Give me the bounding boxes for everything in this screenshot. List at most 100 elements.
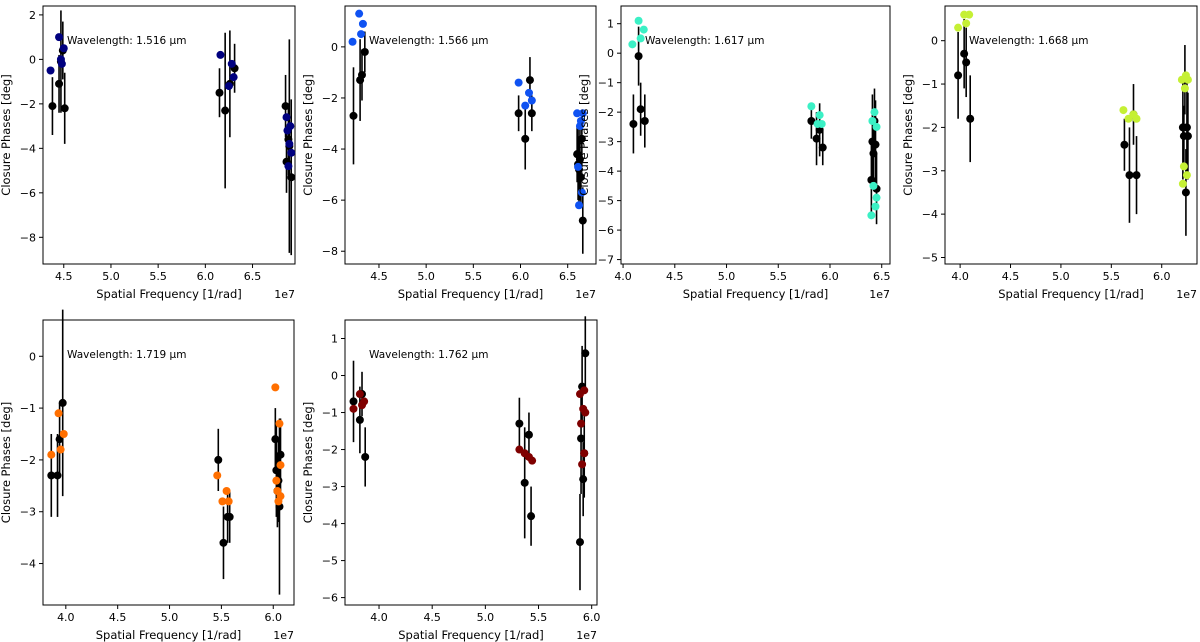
wavelength-annotation: Wavelength: 1.566 μm bbox=[369, 35, 488, 47]
observed-point bbox=[349, 111, 358, 120]
model-point bbox=[628, 40, 637, 49]
observed-point bbox=[521, 134, 530, 143]
x-tick-label: 5.5 bbox=[213, 611, 231, 624]
wavelength-annotation: Wavelength: 1.668 μm bbox=[969, 35, 1088, 47]
x-tick-label: 4.0 bbox=[57, 611, 75, 624]
x-offset-text: 1e7 bbox=[575, 288, 596, 301]
observed-point bbox=[966, 114, 975, 123]
observed-point bbox=[1183, 132, 1192, 141]
y-tick-label: −3 bbox=[322, 481, 338, 494]
observed-point bbox=[807, 116, 816, 125]
subplot-5: 4.0 4.5 5.0 5.5 6.0 0 −1 −2 −3 −4 Spatial Frequenc… bbox=[0, 309, 295, 642]
model-point bbox=[282, 113, 291, 122]
model-point bbox=[1179, 162, 1188, 171]
observed-point bbox=[1182, 123, 1191, 132]
observed-point bbox=[349, 397, 358, 406]
y-axis-label: Closure Phases [deg] bbox=[0, 402, 13, 523]
x-axis-label: Spatial Frequency [1/rad] bbox=[998, 287, 1144, 301]
observed-point bbox=[48, 102, 57, 111]
x-tick-label: 6.0 bbox=[821, 270, 839, 283]
model-point bbox=[954, 23, 963, 32]
observed-point bbox=[629, 119, 638, 128]
y-tick-label: −4 bbox=[20, 142, 36, 155]
model-point bbox=[1182, 171, 1191, 180]
wavelength-annotation: Wavelength: 1.719 μm bbox=[67, 349, 186, 361]
axes-frame bbox=[620, 5, 891, 265]
x-tick-label: 4.5 bbox=[55, 270, 73, 283]
model-point bbox=[871, 202, 880, 211]
y-tick-label: −4 bbox=[20, 558, 36, 571]
y-tick-label: −2 bbox=[598, 106, 614, 119]
axes-frame bbox=[42, 319, 295, 606]
observed-point bbox=[527, 512, 536, 521]
observed-point bbox=[360, 47, 369, 56]
model-point bbox=[357, 30, 366, 39]
y-tick-label: −4 bbox=[922, 208, 938, 221]
x-tick-label: 6.0 bbox=[583, 611, 601, 624]
model-point bbox=[817, 119, 826, 128]
x-tick-label: 6.0 bbox=[197, 270, 215, 283]
x-offset-text: 1e7 bbox=[273, 629, 294, 642]
x-tick-label: 5.0 bbox=[718, 270, 736, 283]
observed-point bbox=[58, 398, 67, 407]
y-axis-label: Closure Phases [deg] bbox=[0, 74, 13, 195]
y-tick-label: −2 bbox=[20, 98, 36, 111]
y-tick-label: −5 bbox=[922, 251, 938, 264]
y-axis-label: Closure Phases [deg] bbox=[577, 74, 591, 195]
wavelength-annotation: Wavelength: 1.617 μm bbox=[645, 35, 764, 47]
x-tick-label: 4.5 bbox=[370, 270, 388, 283]
model-point bbox=[1180, 84, 1189, 93]
y-tick-label: −4 bbox=[598, 165, 614, 178]
observed-point bbox=[579, 475, 588, 484]
model-point bbox=[521, 101, 530, 110]
model-point bbox=[634, 16, 643, 25]
x-tick-label: 5.5 bbox=[770, 270, 788, 283]
observed-point bbox=[357, 70, 366, 79]
model-point bbox=[46, 66, 55, 75]
y-tick-label: 0 bbox=[607, 47, 614, 60]
y-tick-label: −7 bbox=[598, 254, 614, 267]
y-tick-label: 0 bbox=[931, 35, 938, 48]
observed-point bbox=[525, 76, 534, 85]
model-point bbox=[576, 116, 585, 125]
model-point bbox=[59, 430, 68, 438]
observed-point bbox=[578, 216, 587, 225]
model-point bbox=[55, 33, 64, 42]
x-tick-label: 6.5 bbox=[559, 270, 577, 283]
model-point bbox=[872, 193, 881, 202]
y-tick-label: −6 bbox=[20, 187, 36, 200]
model-point bbox=[581, 408, 590, 417]
x-tick-label: 4.0 bbox=[614, 270, 632, 283]
x-tick-label: 5.0 bbox=[477, 611, 495, 624]
y-tick-label: 1 bbox=[331, 333, 338, 346]
x-tick-label: 5.0 bbox=[417, 270, 435, 283]
model-point bbox=[227, 59, 236, 68]
x-tick-label: 4.5 bbox=[666, 270, 684, 283]
model-point bbox=[965, 10, 974, 19]
x-tick-label: 4.0 bbox=[951, 270, 969, 283]
observed-point bbox=[361, 452, 370, 461]
x-tick-label: 6.0 bbox=[265, 611, 283, 624]
observed-point bbox=[514, 109, 523, 118]
y-tick-label: −1 bbox=[598, 77, 614, 90]
subplot-3: 4.0 4.5 5.0 5.5 6.0 6.5 1 0 −1 −2 −3 −4 −5 −6 −7 Spatia… bbox=[577, 5, 891, 301]
observed-point bbox=[53, 471, 62, 480]
model-point bbox=[224, 497, 233, 506]
model-point bbox=[962, 19, 971, 28]
model-point bbox=[216, 50, 225, 59]
y-tick-label: −3 bbox=[598, 136, 614, 149]
y-tick-label: −2 bbox=[322, 444, 338, 457]
x-axis-label: Spatial Frequency [1/rad] bbox=[398, 287, 544, 301]
y-tick-label: −6 bbox=[322, 592, 338, 605]
model-point bbox=[578, 109, 587, 118]
model-point bbox=[1119, 106, 1128, 115]
y-tick-label: −8 bbox=[322, 245, 338, 258]
observed-point bbox=[225, 512, 234, 521]
model-point bbox=[213, 471, 222, 480]
observed-point bbox=[575, 155, 584, 164]
model-point bbox=[275, 419, 284, 428]
model-point bbox=[1132, 114, 1141, 123]
observed-point bbox=[219, 538, 228, 547]
x-tick-label: 5.0 bbox=[1052, 270, 1070, 283]
observed-point bbox=[962, 58, 971, 67]
